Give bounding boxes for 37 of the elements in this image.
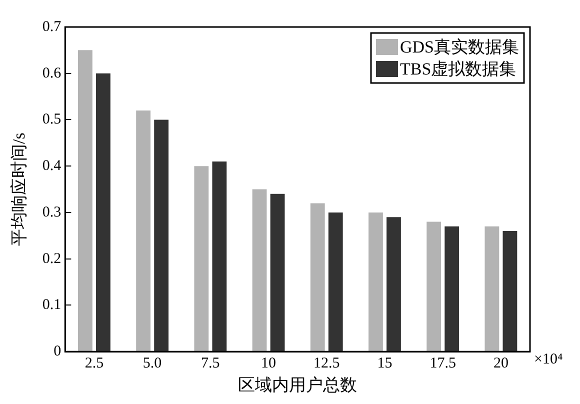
bar — [484, 226, 500, 352]
x-axis-title: 区域内用户总数 — [238, 375, 358, 394]
y-tick-label: 0 — [54, 344, 62, 360]
y-tick-label: 0.3 — [42, 204, 62, 220]
bar — [252, 189, 267, 352]
bar — [136, 110, 151, 352]
y-tick-label: 0.6 — [42, 65, 62, 82]
y-tick-label: 0.4 — [42, 158, 62, 174]
bar — [78, 50, 92, 352]
y-tick-label: 0.1 — [42, 297, 62, 314]
y-axis-title: 平均响应时间/s — [10, 132, 29, 246]
bar — [368, 212, 383, 352]
bar — [310, 203, 325, 352]
text: ×10⁴ — [534, 352, 563, 368]
y-tick-label: 0.7 — [42, 18, 62, 35]
legend-label: GDS真实数据集 — [400, 37, 520, 56]
bar — [328, 212, 343, 352]
x-tick-label: 2.5 — [84, 356, 104, 372]
bar — [96, 73, 110, 352]
x-tick-label: 20 — [493, 356, 508, 372]
x-tick-label: 17.5 — [430, 356, 456, 372]
x-tick-label: 12.5 — [314, 356, 340, 372]
bar — [194, 166, 209, 352]
bar — [212, 161, 227, 352]
bar — [444, 226, 460, 352]
bar — [386, 217, 401, 352]
bar — [502, 231, 518, 352]
bar — [426, 222, 442, 352]
x-tick-label: 7.5 — [201, 356, 220, 372]
y-tick-label: 0.2 — [42, 250, 62, 267]
y-tick-label: 0.5 — [42, 112, 62, 128]
x-tick-label: 15 — [377, 356, 392, 372]
legend-label: TBS虚拟数据集 — [400, 59, 516, 78]
x-tick-label: 10 — [261, 356, 276, 372]
bar — [270, 194, 285, 352]
bar — [154, 120, 169, 352]
x-tick-label: 5.0 — [142, 356, 162, 372]
